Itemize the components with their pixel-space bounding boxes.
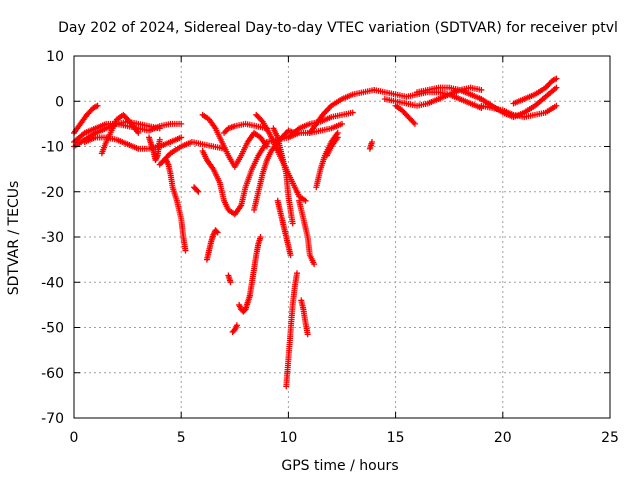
- x-tick-label: 5: [177, 430, 186, 446]
- data-point: [214, 229, 221, 236]
- data-point: [553, 84, 560, 91]
- data-point: [349, 109, 356, 116]
- data-point: [195, 188, 202, 195]
- data-point: [257, 234, 264, 240]
- x-axis-label: GPS time / hours: [281, 458, 398, 474]
- series-arc-g: [163, 157, 189, 254]
- series-arc-h: [156, 138, 228, 168]
- data-point: [304, 331, 311, 338]
- x-tick-label: 15: [387, 430, 405, 446]
- y-tick-label: -70: [41, 411, 64, 427]
- y-tick-label: -20: [41, 185, 64, 201]
- series-arc-e: [98, 111, 142, 157]
- series-arc-v: [283, 270, 300, 390]
- series-arc-z: [263, 120, 345, 145]
- series-arc-n: [236, 292, 253, 315]
- series-arc-f: [146, 134, 163, 164]
- series-arc-i: [199, 138, 270, 218]
- series-arc-a: [71, 102, 101, 136]
- data-point: [135, 129, 142, 136]
- x-tick-label: 0: [70, 430, 79, 446]
- data-point: [213, 228, 220, 235]
- series-arc-o: [225, 272, 234, 286]
- y-tick-label: -60: [41, 366, 64, 382]
- chart-title: Day 202 of 2024, Sidereal Day-to-day VTE…: [58, 20, 618, 36]
- data-point: [311, 261, 318, 268]
- data-point: [194, 187, 201, 194]
- data-point: [233, 322, 240, 329]
- series-arc-m: [221, 120, 270, 136]
- series-arc-w: [298, 297, 311, 338]
- data-point: [182, 247, 189, 254]
- data-point: [553, 75, 560, 82]
- series-arc-k: [203, 227, 221, 263]
- data-point: [553, 102, 560, 109]
- series-arc-l: [191, 184, 202, 195]
- y-tick-label: -40: [41, 275, 64, 291]
- series-arc-ag: [392, 102, 418, 127]
- data-point: [178, 134, 185, 141]
- x-tick-label: 20: [494, 430, 512, 446]
- data-point: [156, 136, 163, 143]
- series-arc-p: [229, 322, 240, 336]
- data-point: [411, 120, 418, 127]
- series-arc-aj: [478, 84, 560, 121]
- data-points: [71, 75, 560, 390]
- data-point: [289, 220, 296, 227]
- data-point: [369, 138, 376, 145]
- series-arc-ac: [323, 134, 341, 159]
- series-arc-x: [296, 197, 318, 268]
- series-arc-ak: [510, 75, 560, 107]
- x-tick-label: 10: [279, 430, 297, 446]
- data-point: [334, 134, 341, 141]
- series-arc-u: [274, 197, 294, 259]
- y-axis-label: SDTVAR / TECUs: [6, 181, 22, 296]
- series-arc-ah: [414, 84, 485, 102]
- data-point: [156, 125, 163, 132]
- y-axis-ticks: 10 0 -10 -20 -30 -40 -50 -60 -70: [41, 49, 610, 427]
- y-tick-label: 0: [55, 94, 64, 110]
- y-tick-label: -50: [41, 321, 64, 337]
- series-arc-t: [270, 125, 296, 227]
- data-point: [293, 270, 300, 277]
- x-axis-ticks: 0 5 10 15 20 25: [70, 56, 619, 446]
- data-point: [478, 86, 485, 93]
- y-tick-label: -30: [41, 230, 64, 246]
- series-arc-ae: [371, 86, 485, 112]
- data-point: [178, 120, 185, 127]
- series-arc-q: [246, 234, 264, 299]
- y-tick-label: 10: [46, 49, 64, 65]
- data-point: [287, 252, 294, 259]
- data-point: [227, 279, 234, 286]
- y-tick-label: -10: [41, 140, 64, 156]
- data-point: [94, 102, 101, 109]
- data-point: [339, 120, 345, 127]
- x-tick-label: 25: [601, 430, 619, 446]
- series-arc-ad: [366, 138, 376, 152]
- data-point: [302, 197, 309, 204]
